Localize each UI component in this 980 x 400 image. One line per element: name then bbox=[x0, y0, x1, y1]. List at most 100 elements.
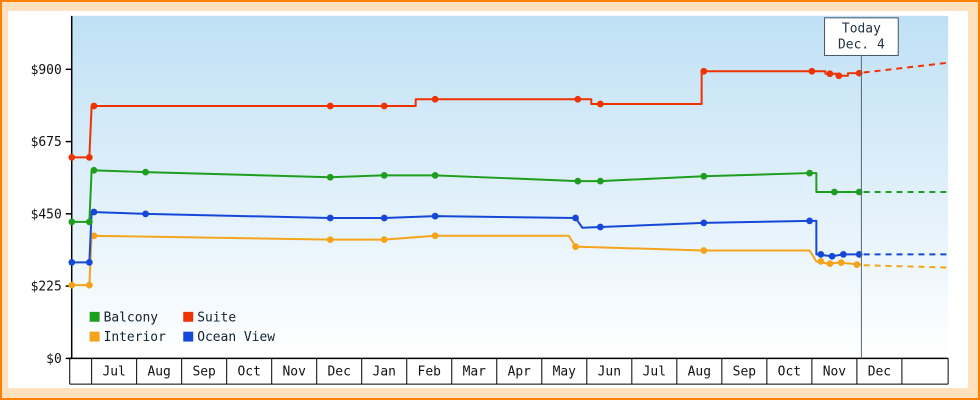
legend-label: Ocean View bbox=[197, 330, 275, 345]
data-point-interior bbox=[837, 259, 845, 267]
data-point-balcony bbox=[431, 171, 439, 179]
data-point-ocean-view bbox=[326, 214, 334, 222]
data-point-interior bbox=[817, 258, 825, 265]
data-point-suite bbox=[326, 102, 334, 110]
legend-swatch-suite bbox=[183, 311, 194, 322]
today-box bbox=[824, 17, 899, 56]
month-label: Jun bbox=[598, 365, 621, 380]
series-line-interior bbox=[71, 234, 862, 287]
month-label: Oct bbox=[238, 365, 261, 380]
data-point-suite bbox=[431, 95, 439, 103]
month-label: Feb bbox=[418, 365, 441, 380]
data-point-balcony bbox=[142, 168, 149, 176]
month-label: Sep bbox=[192, 365, 215, 380]
data-point-suite bbox=[596, 100, 604, 108]
series-ocean-view bbox=[68, 208, 947, 266]
y-tick-label: $675 bbox=[31, 135, 62, 150]
month-label: Aug bbox=[688, 365, 711, 380]
data-point-ocean-view bbox=[431, 212, 439, 220]
month-label: Jul bbox=[102, 365, 125, 380]
data-point-balcony bbox=[855, 188, 863, 196]
series-projection-interior bbox=[863, 264, 947, 269]
y-tick-label: $900 bbox=[31, 63, 62, 78]
data-point-suite bbox=[574, 95, 582, 103]
y-tick-label: $0 bbox=[46, 352, 62, 367]
legend-swatch-ocean-view bbox=[183, 331, 194, 342]
data-point-balcony bbox=[574, 177, 582, 185]
data-point-ocean-view bbox=[855, 250, 863, 258]
data-point-suite bbox=[700, 67, 708, 75]
data-point-ocean-view bbox=[90, 208, 98, 216]
data-point-suite bbox=[808, 67, 816, 75]
data-point-ocean-view bbox=[806, 217, 813, 225]
data-point-interior bbox=[90, 232, 98, 240]
data-point-balcony bbox=[806, 169, 813, 177]
data-point-ocean-view bbox=[85, 259, 93, 266]
data-point-interior bbox=[68, 281, 76, 289]
data-point-balcony bbox=[85, 218, 93, 226]
today-date: Dec. 4 bbox=[838, 38, 885, 53]
data-point-interior bbox=[572, 243, 579, 250]
month-label: Mar bbox=[463, 365, 487, 380]
data-point-suite bbox=[826, 70, 834, 78]
data-point-interior bbox=[853, 261, 861, 269]
series-line-balcony bbox=[71, 169, 862, 223]
legend-swatch-interior bbox=[89, 331, 100, 342]
data-point-interior bbox=[85, 281, 93, 289]
data-point-ocean-view bbox=[596, 223, 604, 231]
data-point-ocean-view bbox=[572, 214, 579, 222]
month-label: Sep bbox=[733, 365, 756, 380]
data-point-suite bbox=[90, 102, 98, 110]
month-label: Jul bbox=[643, 365, 666, 380]
plot-background bbox=[71, 15, 949, 359]
y-tick-label: $450 bbox=[31, 207, 62, 222]
legend-swatch-balcony bbox=[89, 311, 100, 322]
month-label: Aug bbox=[147, 365, 170, 380]
series-balcony bbox=[68, 166, 947, 226]
legend-label: Balcony bbox=[104, 310, 159, 325]
data-point-ocean-view bbox=[700, 219, 708, 227]
data-point-balcony bbox=[831, 188, 838, 196]
data-point-interior bbox=[431, 232, 439, 240]
data-point-balcony bbox=[700, 172, 708, 180]
data-point-suite bbox=[380, 102, 388, 110]
series-projection-suite bbox=[863, 61, 948, 74]
data-point-ocean-view bbox=[142, 210, 149, 218]
data-point-suite bbox=[68, 153, 76, 161]
axes: Jul Aug Sep Oct Nov Dec Jan Feb Mar Apr May Jun Jul A… bbox=[31, 15, 949, 385]
data-point-interior bbox=[826, 260, 834, 268]
legend: Balcony Suite Interior Ocean View bbox=[89, 310, 275, 345]
month-label: Nov bbox=[283, 365, 307, 380]
data-point-interior bbox=[380, 236, 388, 243]
legend-label: Suite bbox=[197, 310, 236, 325]
month-label: Nov bbox=[823, 365, 847, 380]
data-point-ocean-view bbox=[828, 252, 836, 260]
data-point-ocean-view bbox=[817, 250, 825, 258]
data-point-interior bbox=[326, 236, 334, 243]
month-label: Apr bbox=[508, 365, 532, 380]
month-label: Jan bbox=[373, 365, 396, 380]
data-point-ocean-view bbox=[839, 250, 847, 258]
data-point-balcony bbox=[68, 218, 76, 226]
y-tick-label: $225 bbox=[31, 280, 62, 295]
series-suite bbox=[68, 61, 948, 161]
data-point-ocean-view bbox=[68, 259, 76, 266]
data-point-interior bbox=[700, 247, 708, 254]
data-point-balcony bbox=[596, 177, 604, 185]
month-label: May bbox=[553, 365, 577, 380]
data-point-suite bbox=[85, 153, 93, 161]
data-point-suite bbox=[855, 69, 863, 77]
month-label: Dec bbox=[868, 365, 891, 380]
data-point-balcony bbox=[380, 171, 388, 179]
month-label: Dec bbox=[328, 365, 351, 380]
month-label: Oct bbox=[778, 365, 801, 380]
data-point-ocean-view bbox=[380, 214, 388, 222]
legend-label: Interior bbox=[104, 330, 167, 345]
series-interior bbox=[68, 232, 947, 289]
data-point-balcony bbox=[90, 166, 98, 174]
series-lines bbox=[68, 61, 948, 289]
data-point-suite bbox=[835, 72, 843, 80]
